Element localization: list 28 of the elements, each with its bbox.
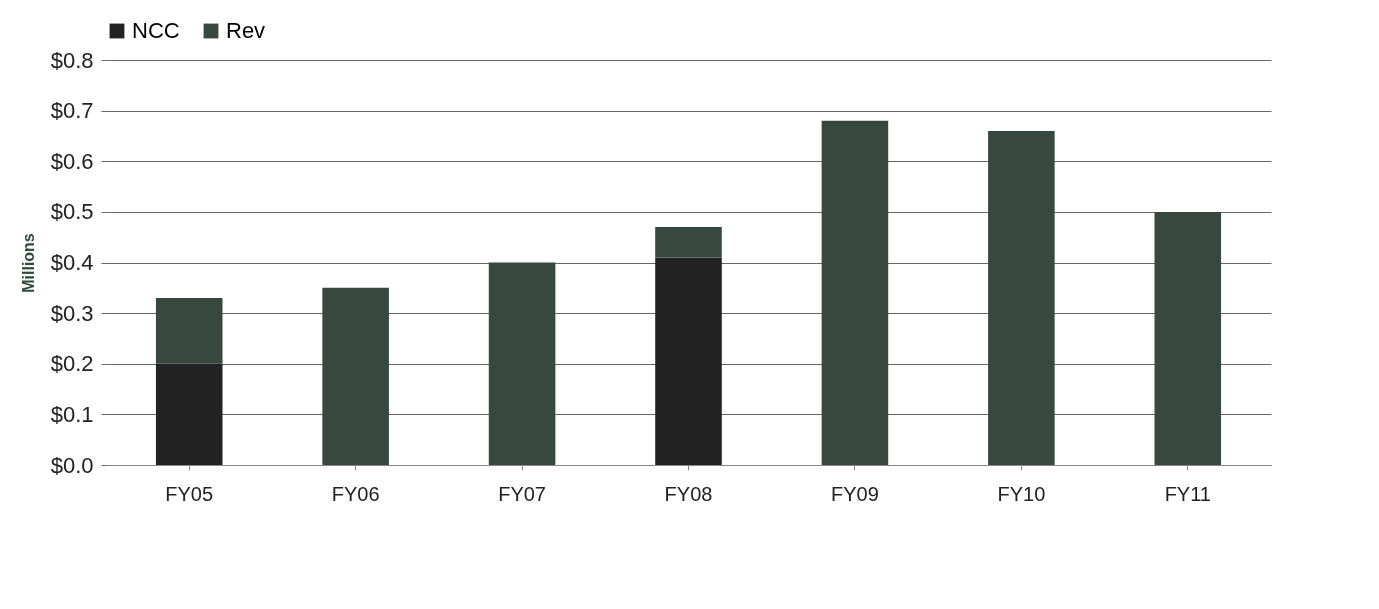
bar (655, 227, 722, 258)
y-tick-label: $0.0 (50, 452, 94, 478)
x-tick-label: FY08 (664, 482, 713, 505)
x-tick-label: FY11 (1164, 482, 1211, 505)
bar (155, 297, 223, 364)
x-tick-label: FY09 (831, 482, 879, 505)
bar (821, 120, 889, 465)
y-tick-label: $0.4 (50, 250, 94, 275)
legend-label: NCC (132, 18, 180, 43)
legend-label: Rev (226, 18, 266, 43)
bar (1154, 211, 1222, 465)
x-tick-label: FY07 (498, 482, 546, 505)
y-tick-label: $0.8 (50, 47, 94, 73)
y-axis-title: Millions (19, 233, 37, 293)
bar (988, 130, 1055, 465)
y-tick-label: $0.3 (50, 300, 94, 326)
y-tick-label: $0.6 (50, 148, 94, 174)
y-tick-label: $0.7 (50, 98, 94, 124)
y-tick-label: $0.1 (50, 401, 94, 427)
bar (655, 257, 722, 465)
bar (488, 262, 556, 465)
x-tick-label: FY05 (165, 482, 214, 505)
bar (155, 363, 223, 465)
x-tick-label: FY06 (331, 482, 380, 505)
bar (322, 287, 389, 465)
y-tick-label: $0.5 (50, 199, 94, 225)
x-tick-label: FY10 (997, 482, 1046, 505)
y-tick-label: $0.2 (50, 351, 94, 377)
